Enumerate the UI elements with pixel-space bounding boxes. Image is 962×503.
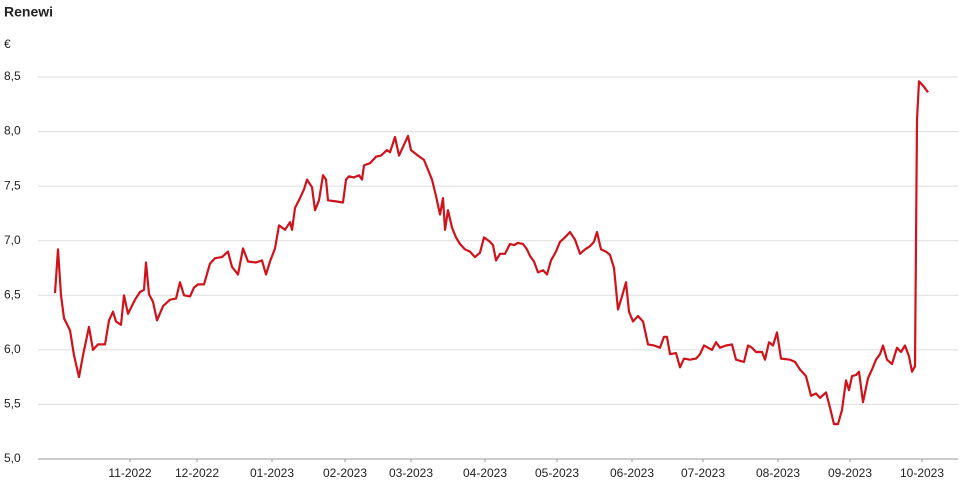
y-tick-label: 7,0 xyxy=(4,233,21,247)
x-tick-label: 04-2023 xyxy=(463,466,507,480)
y-axis-label: € xyxy=(4,37,11,51)
x-tick-label: 10-2023 xyxy=(900,466,944,480)
y-tick-label: 5,5 xyxy=(4,397,21,411)
price-line xyxy=(53,80,929,426)
y-tick-label: 8,0 xyxy=(4,124,21,138)
x-tick-label: 08-2023 xyxy=(756,466,800,480)
x-tick-label: 06-2023 xyxy=(610,466,654,480)
y-tick-label: 8,5 xyxy=(4,69,21,83)
x-tick-label: 09-2023 xyxy=(828,466,872,480)
y-tick-label: 7,5 xyxy=(4,178,21,192)
x-tick-label: 02-2023 xyxy=(323,466,367,480)
x-tick-label: 07-2023 xyxy=(681,466,725,480)
x-tick-label: 01-2023 xyxy=(250,466,294,480)
y-tick-label: 6,0 xyxy=(4,342,21,356)
y-tick-label: 6,5 xyxy=(4,287,21,301)
x-tick-label: 12-2022 xyxy=(175,466,219,480)
chart-title: Renewi xyxy=(4,4,53,20)
x-tick-label: 05-2023 xyxy=(535,466,579,480)
y-tick-label: 5,0 xyxy=(4,451,21,465)
x-tick-label: 11-2022 xyxy=(108,466,151,480)
x-tick-label: 03-2023 xyxy=(389,466,433,480)
